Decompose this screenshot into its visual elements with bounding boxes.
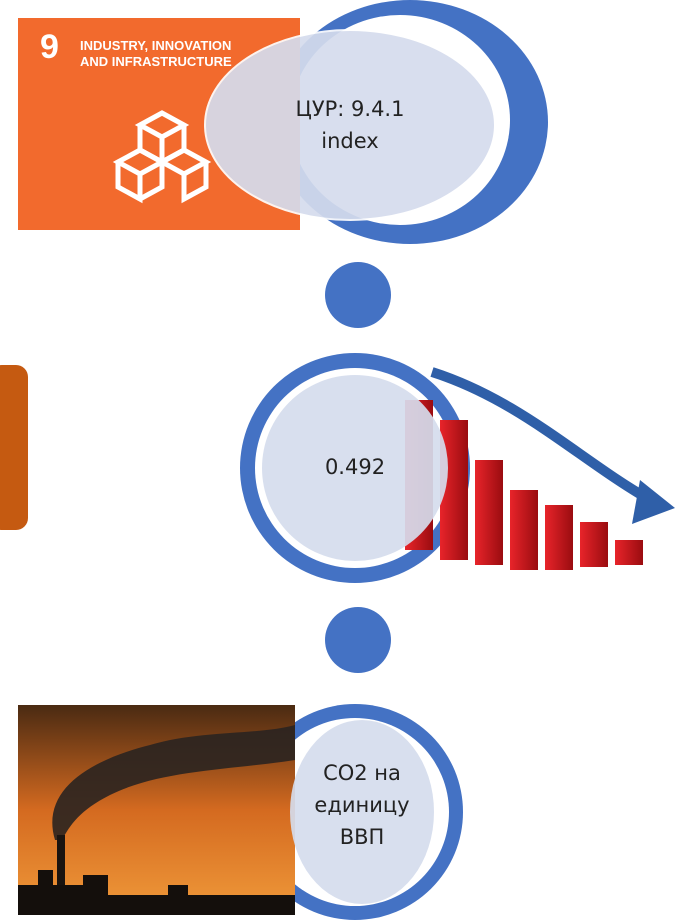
node-label: index [321, 129, 378, 153]
sdg-title: INDUSTRY, INNOVATION [80, 38, 231, 53]
node-label: 0.492 [325, 455, 385, 479]
node-label: ВВП [340, 825, 385, 849]
connector-dot [325, 262, 391, 328]
node-body [204, 29, 496, 221]
side-tab [0, 365, 28, 530]
connector-dot [325, 607, 391, 673]
smokestack-photo [18, 705, 295, 915]
sdg-cubes [112, 110, 212, 204]
node-label: ЦУР: 9.4.1 [296, 97, 405, 121]
node-body [262, 375, 448, 561]
sdg-number: 9 [40, 28, 59, 66]
sdg-title: AND INFRASTRUCTURE [80, 54, 232, 69]
node-body [290, 720, 434, 904]
node-label: единицу [314, 793, 409, 817]
node-label: СО2 на [323, 761, 401, 785]
